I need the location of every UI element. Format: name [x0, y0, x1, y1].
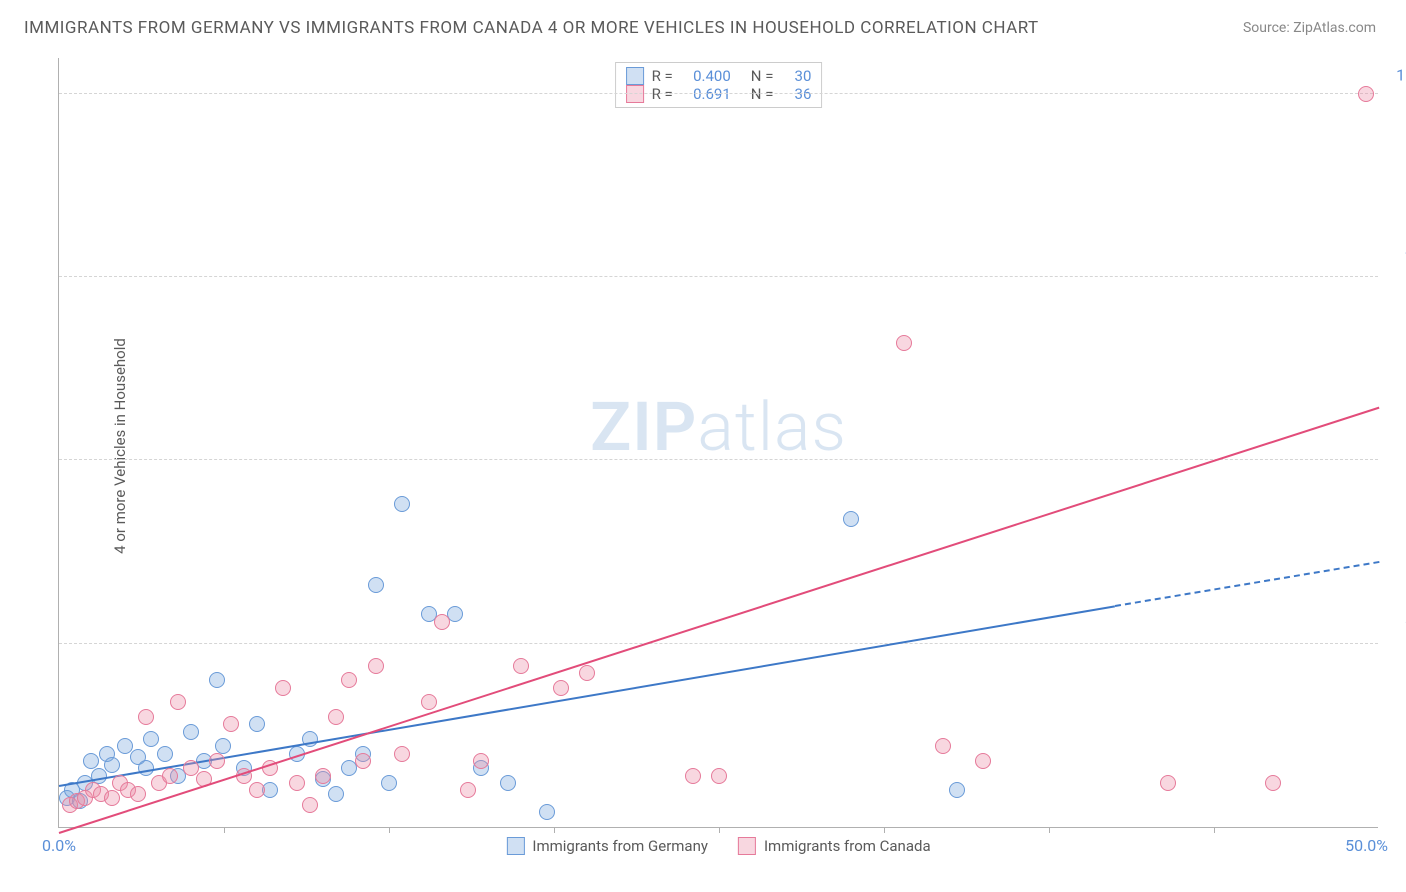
- source-attribution: Source: ZipAtlas.com: [1243, 20, 1376, 36]
- scatter-plot-area: ZIPatlas R =0.400N =30R =0.691N =36 Immi…: [58, 58, 1378, 828]
- scatter-point: [83, 753, 99, 769]
- scatter-point: [355, 753, 371, 769]
- scatter-point: [130, 786, 146, 802]
- scatter-point: [91, 768, 107, 784]
- legend-n-label: N =: [751, 85, 774, 103]
- scatter-point: [157, 746, 173, 762]
- x-tick-mark: [224, 827, 225, 833]
- scatter-point: [170, 694, 186, 710]
- scatter-point: [368, 658, 384, 674]
- x-tick-mark: [719, 827, 720, 833]
- scatter-point: [249, 716, 265, 732]
- scatter-point: [473, 753, 489, 769]
- scatter-point: [104, 790, 120, 806]
- gridline-vertical: [1214, 58, 1215, 827]
- x-tick-mark: [1049, 827, 1050, 833]
- gridline-vertical: [719, 58, 720, 827]
- legend-series-item: Immigrants from Canada: [738, 837, 931, 855]
- scatter-point: [223, 716, 239, 732]
- source-value: ZipAtlas.com: [1293, 20, 1376, 36]
- legend-swatch: [506, 837, 524, 855]
- scatter-point: [1265, 775, 1281, 791]
- source-label: Source:: [1243, 20, 1293, 36]
- trend-line-dashed: [1115, 561, 1379, 607]
- x-tick-label: 50.0%: [1345, 836, 1388, 855]
- watermark-bold: ZIP: [590, 387, 697, 467]
- scatter-point: [209, 672, 225, 688]
- scatter-point: [460, 782, 476, 798]
- x-tick-mark: [554, 827, 555, 833]
- scatter-point: [328, 786, 344, 802]
- scatter-point: [315, 768, 331, 784]
- gridline-vertical: [389, 58, 390, 827]
- scatter-point: [685, 768, 701, 784]
- scatter-point: [162, 768, 178, 784]
- y-tick-label: 100.0%: [1388, 65, 1406, 84]
- scatter-point: [249, 782, 265, 798]
- scatter-point: [975, 753, 991, 769]
- legend-series: Immigrants from Germany Immigrants from C…: [506, 837, 930, 855]
- scatter-point: [421, 694, 437, 710]
- gridline-vertical: [554, 58, 555, 827]
- legend-r-label: R =: [652, 85, 673, 103]
- legend-series-label: Immigrants from Germany: [532, 837, 708, 855]
- chart-title: IMMIGRANTS FROM GERMANY VS IMMIGRANTS FR…: [24, 18, 1039, 38]
- gridline-vertical: [224, 58, 225, 827]
- scatter-point: [302, 797, 318, 813]
- scatter-point: [1160, 775, 1176, 791]
- y-tick-label: 75.0%: [1388, 249, 1406, 268]
- legend-n-value: 30: [781, 67, 811, 85]
- legend-n-label: N =: [751, 67, 774, 85]
- x-tick-mark: [1214, 827, 1215, 833]
- scatter-point: [209, 753, 225, 769]
- scatter-point: [579, 665, 595, 681]
- legend-series-item: Immigrants from Germany: [506, 837, 708, 855]
- scatter-point: [513, 658, 529, 674]
- scatter-point: [368, 577, 384, 593]
- legend-n-value: 36: [781, 85, 811, 103]
- scatter-point: [935, 738, 951, 754]
- legend-series-label: Immigrants from Canada: [764, 837, 931, 855]
- x-tick-mark: [884, 827, 885, 833]
- scatter-point: [711, 768, 727, 784]
- scatter-point: [394, 496, 410, 512]
- scatter-point: [341, 672, 357, 688]
- scatter-point: [289, 775, 305, 791]
- scatter-point: [553, 680, 569, 696]
- scatter-point: [275, 680, 291, 696]
- scatter-point: [104, 757, 120, 773]
- y-tick-label: 50.0%: [1388, 432, 1406, 451]
- scatter-point: [1358, 86, 1374, 102]
- legend-r-value: 0.400: [681, 67, 731, 85]
- scatter-point: [843, 511, 859, 527]
- scatter-point: [500, 775, 516, 791]
- scatter-point: [896, 335, 912, 351]
- scatter-point: [183, 724, 199, 740]
- legend-swatch: [738, 837, 756, 855]
- legend-r-label: R =: [652, 67, 673, 85]
- scatter-point: [381, 775, 397, 791]
- gridline-vertical: [1049, 58, 1050, 827]
- gridline-vertical: [884, 58, 885, 827]
- scatter-point: [434, 614, 450, 630]
- legend-swatch: [626, 85, 644, 103]
- legend-r-value: 0.691: [681, 85, 731, 103]
- scatter-point: [394, 746, 410, 762]
- y-tick-label: 25.0%: [1388, 615, 1406, 634]
- scatter-point: [539, 804, 555, 820]
- scatter-point: [328, 709, 344, 725]
- scatter-point: [138, 709, 154, 725]
- x-tick-label: 0.0%: [42, 836, 76, 855]
- legend-swatch: [626, 67, 644, 85]
- x-tick-mark: [389, 827, 390, 833]
- scatter-point: [949, 782, 965, 798]
- scatter-point: [215, 738, 231, 754]
- scatter-point: [143, 731, 159, 747]
